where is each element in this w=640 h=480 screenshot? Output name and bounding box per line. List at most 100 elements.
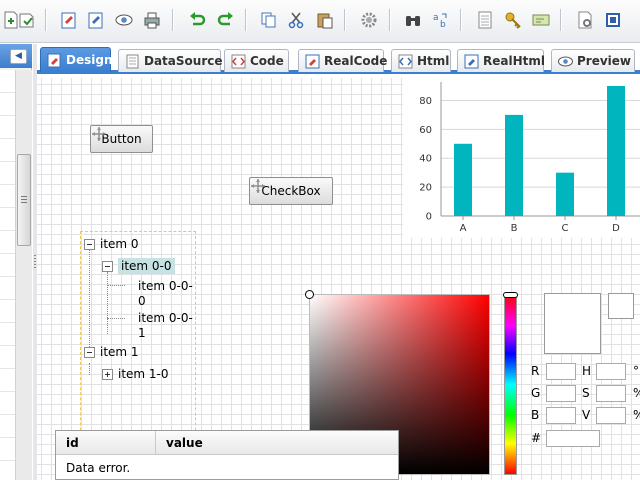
chart-bar-b xyxy=(505,114,523,216)
tree-node-label: 0 xyxy=(138,294,146,308)
bar-chart: 0 20 40 60 80 A B C D xyxy=(403,78,640,238)
collapse-toggle-icon[interactable] xyxy=(84,238,95,250)
help-book-icon[interactable] xyxy=(604,11,622,29)
tab-design[interactable]: Design xyxy=(40,47,113,72)
grid-settings-icon[interactable] xyxy=(476,11,494,29)
v-input[interactable] xyxy=(596,407,626,424)
new-page-icon[interactable] xyxy=(2,11,20,29)
tree-node-label: item 0-0- xyxy=(138,311,193,325)
move-handle-icon[interactable] xyxy=(92,127,106,141)
tab-html[interactable]: Html xyxy=(391,49,451,72)
design-canvas[interactable]: Button CheckBox item 0 item 0-0 item 0-0… xyxy=(37,78,640,480)
s-label: S xyxy=(582,386,590,400)
html-icon xyxy=(398,54,413,68)
collapse-panel-button[interactable]: ◀ xyxy=(10,49,27,64)
design-mode-icon[interactable] xyxy=(60,11,78,29)
saturation-cursor[interactable] xyxy=(305,290,314,299)
tab-label: DataSource xyxy=(144,54,223,68)
button-widget[interactable]: Button xyxy=(90,125,153,153)
x-tick-label: C xyxy=(562,223,569,234)
tree-node-label: item 1-0 xyxy=(118,367,169,381)
old-color-swatch xyxy=(608,293,634,319)
x-tick-label: A xyxy=(460,223,467,234)
panel-splitter[interactable] xyxy=(33,44,37,480)
realhtml-icon xyxy=(464,54,479,68)
cert-icon[interactable] xyxy=(532,11,550,29)
h-unit: ° xyxy=(633,364,639,378)
tree-widget[interactable]: item 0 item 0-0 item 0-0- 0 item 0-0- 1 … xyxy=(80,231,196,480)
new-color-swatch xyxy=(544,293,601,354)
hex-input[interactable] xyxy=(546,430,600,447)
r-input[interactable] xyxy=(546,363,576,380)
code-mode-icon[interactable] xyxy=(87,11,105,29)
tree-node-item-0-0[interactable]: item 0-0 xyxy=(102,258,175,274)
checkbox-widget-label: CheckBox xyxy=(261,184,321,198)
datasource-icon xyxy=(126,54,139,68)
g-input[interactable] xyxy=(546,385,576,402)
tree-node-item-0[interactable]: item 0 xyxy=(84,237,139,251)
tree-node-item-1-0[interactable]: item 1-0 xyxy=(102,367,169,381)
tab-realhtml[interactable]: RealHtml xyxy=(457,49,545,72)
editor-tabs: Design DataSource Code RealCode Html Rea… xyxy=(37,44,640,74)
column-header-value[interactable]: value xyxy=(166,435,203,450)
s-input[interactable] xyxy=(596,385,626,402)
redo-icon[interactable] xyxy=(217,11,235,29)
h-input[interactable] xyxy=(596,363,626,380)
chart-bar-d xyxy=(607,86,625,216)
v-label: V xyxy=(582,408,591,422)
paste-icon[interactable] xyxy=(316,11,334,29)
code-icon xyxy=(231,54,246,68)
h-label: H xyxy=(582,364,592,378)
hue-slider[interactable] xyxy=(503,292,518,475)
scrollbar-thumb[interactable] xyxy=(17,154,31,246)
print-icon[interactable] xyxy=(143,11,161,29)
cut-icon[interactable] xyxy=(287,11,305,29)
preview-eye-icon[interactable] xyxy=(115,11,133,29)
tree-node-item-0-0-0[interactable]: item 0-0- 0 xyxy=(138,279,193,309)
tab-datasource[interactable]: DataSource xyxy=(118,49,223,72)
left-panel-scrollbar[interactable] xyxy=(15,70,32,480)
tree-node-item-1[interactable]: item 1 xyxy=(84,345,139,359)
design-icon xyxy=(47,53,61,67)
tab-label: RealHtml xyxy=(483,54,545,68)
tree-node-item-0-0-1[interactable]: item 0-0- 1 xyxy=(138,311,193,341)
checkbox-widget[interactable]: CheckBox xyxy=(249,177,333,205)
tab-realcode[interactable]: RealCode xyxy=(298,49,387,72)
s-unit: % xyxy=(633,386,640,400)
copy-icon[interactable] xyxy=(260,11,278,29)
y-tick-label: 60 xyxy=(419,125,432,136)
chart-bar-a xyxy=(454,143,472,216)
button-widget-label: Button xyxy=(101,132,142,146)
move-handle-icon[interactable] xyxy=(251,179,265,193)
settings-gear-icon[interactable] xyxy=(360,11,378,29)
page-settings-icon[interactable] xyxy=(576,11,594,29)
v-unit: % xyxy=(633,408,640,422)
save-icon[interactable] xyxy=(18,11,36,29)
tree-node-label: item 0-0- xyxy=(138,279,193,293)
hue-slider-handle[interactable] xyxy=(503,292,518,298)
tab-preview[interactable]: Preview xyxy=(551,49,635,72)
expand-toggle-icon[interactable] xyxy=(102,368,113,380)
tree-node-label: item 1 xyxy=(100,345,139,359)
column-header-id[interactable]: id xyxy=(56,431,156,454)
y-tick-label: 80 xyxy=(419,96,432,107)
collapse-toggle-icon[interactable] xyxy=(102,260,113,272)
tab-label: Code xyxy=(250,54,284,68)
collapse-toggle-icon[interactable] xyxy=(84,346,95,358)
tab-code[interactable]: Code xyxy=(224,49,289,72)
x-tick-label: B xyxy=(511,223,518,234)
data-grid: id value Data error. xyxy=(55,430,399,480)
tree-node-label: 1 xyxy=(138,326,146,340)
y-tick-label: 0 xyxy=(426,212,432,223)
binoculars-find-icon[interactable] xyxy=(404,11,422,29)
chart-bar-c xyxy=(556,172,574,216)
undo-icon[interactable] xyxy=(188,11,206,29)
preview-icon xyxy=(558,56,573,66)
b-label: B xyxy=(531,408,540,422)
key-icon[interactable] xyxy=(504,11,522,29)
x-tick-label: D xyxy=(612,223,620,234)
b-input[interactable] xyxy=(546,407,576,424)
y-tick-label: 20 xyxy=(419,183,432,194)
